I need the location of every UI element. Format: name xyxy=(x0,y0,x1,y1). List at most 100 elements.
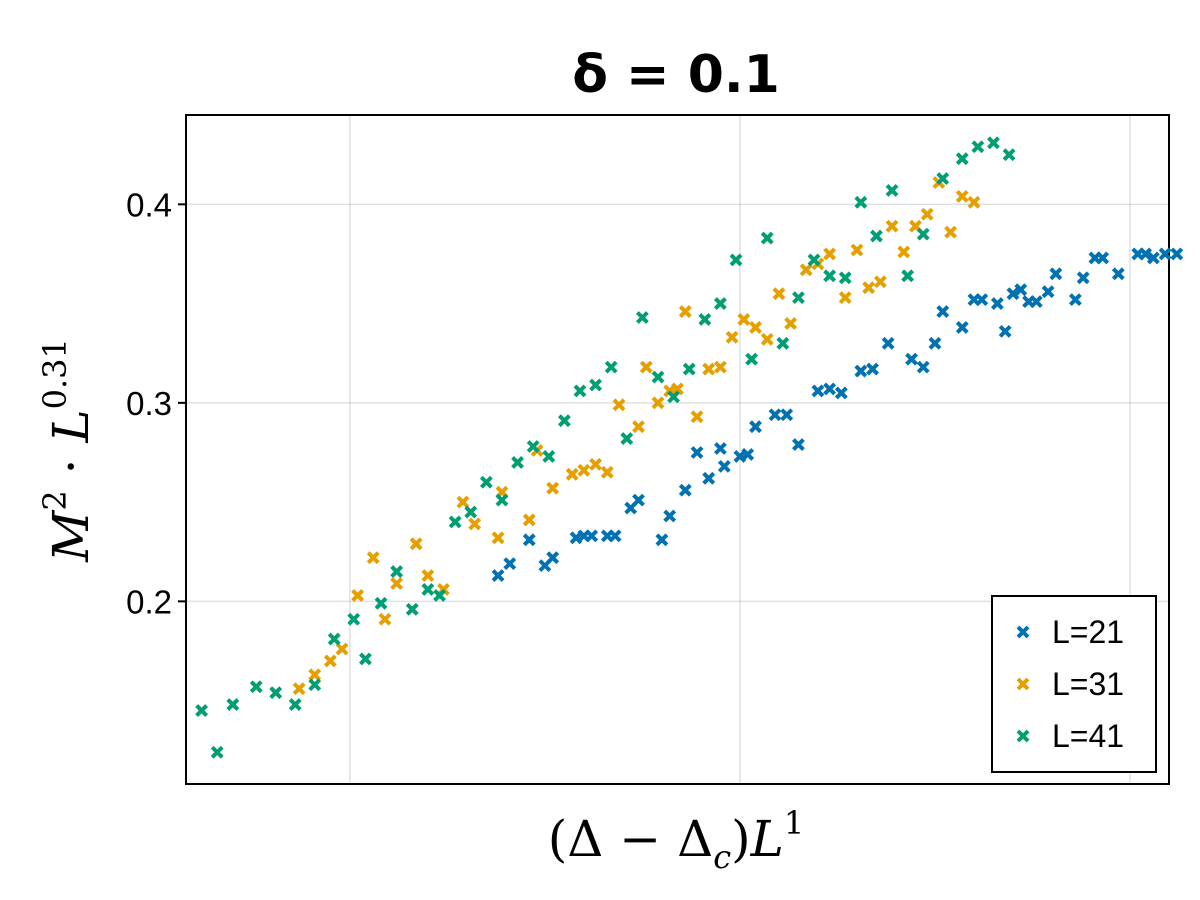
data-point xyxy=(834,386,848,400)
data-point xyxy=(713,442,727,455)
data-point xyxy=(522,533,536,547)
data-point xyxy=(495,493,509,507)
data-point xyxy=(421,583,435,596)
data-point xyxy=(975,293,989,307)
data-point xyxy=(870,229,883,243)
data-point xyxy=(667,390,681,404)
axis-ticks: 0.2 0.3 0.4 xyxy=(126,186,186,620)
data-point xyxy=(698,313,712,326)
data-point xyxy=(651,370,665,384)
legend: L=21 L=31 L=41 xyxy=(991,595,1157,773)
data-point xyxy=(725,330,739,344)
data-point xyxy=(542,450,556,463)
data-point xyxy=(1006,287,1020,301)
data-point xyxy=(768,408,782,422)
data-point xyxy=(600,465,614,479)
data-point xyxy=(1139,247,1153,261)
data-point xyxy=(971,140,985,154)
data-point xyxy=(916,360,930,374)
data-point xyxy=(292,682,306,696)
data-point xyxy=(390,565,404,579)
data-point xyxy=(604,360,618,374)
data-point xyxy=(573,384,587,398)
data-point xyxy=(772,287,786,301)
data-point xyxy=(589,457,602,471)
data-point xyxy=(327,632,341,646)
series-l-21 xyxy=(491,247,1184,582)
data-point xyxy=(682,362,696,376)
data-point xyxy=(468,517,482,531)
data-point xyxy=(799,263,813,277)
data-point xyxy=(955,320,969,334)
data-point xyxy=(955,152,969,166)
data-point xyxy=(780,408,794,422)
data-point xyxy=(464,505,478,519)
data-point xyxy=(776,336,790,350)
data-point xyxy=(702,362,716,376)
data-point xyxy=(854,195,868,209)
data-point xyxy=(690,410,704,424)
data-point xyxy=(522,513,536,527)
data-point xyxy=(347,612,361,626)
data-point xyxy=(1111,267,1125,281)
data-point xyxy=(511,455,524,469)
data-point xyxy=(335,642,349,656)
data-point xyxy=(792,291,805,305)
chart-title: δ = 0.1 xyxy=(572,45,780,105)
y-tick-label: 0.2 xyxy=(126,583,172,620)
legend-label: L=31 xyxy=(1052,666,1124,702)
data-point xyxy=(632,493,645,507)
data-point xyxy=(639,360,653,374)
data-point xyxy=(713,297,727,311)
data-point xyxy=(503,557,517,571)
x-axis-label: (Δ − Δc)L1 xyxy=(548,804,804,876)
data-point xyxy=(210,745,224,759)
data-point xyxy=(866,362,879,376)
legend-label: L=41 xyxy=(1052,718,1124,754)
data-point xyxy=(885,184,899,197)
data-point xyxy=(811,384,825,398)
data-point xyxy=(526,440,540,453)
data-point xyxy=(226,698,240,712)
data-point xyxy=(967,195,981,209)
data-point xyxy=(944,225,957,239)
data-point xyxy=(1041,285,1055,299)
y-tick-label: 0.3 xyxy=(126,385,172,422)
data-point xyxy=(823,247,837,261)
data-point xyxy=(749,320,762,334)
data-point xyxy=(308,668,322,682)
data-point xyxy=(897,245,911,259)
data-points xyxy=(195,136,1184,759)
data-point xyxy=(760,332,774,346)
y-tick-label: 0.4 xyxy=(126,186,172,223)
data-point xyxy=(1076,271,1090,285)
data-point xyxy=(998,324,1012,338)
data-point xyxy=(651,396,665,410)
data-point xyxy=(378,612,392,626)
data-point xyxy=(1146,251,1160,265)
data-point xyxy=(784,317,798,330)
data-point xyxy=(671,382,684,396)
data-point xyxy=(288,698,302,712)
data-point xyxy=(546,481,560,495)
data-point xyxy=(807,253,821,267)
data-point xyxy=(323,654,337,668)
data-point xyxy=(390,577,404,590)
data-point xyxy=(760,231,774,245)
data-point xyxy=(838,271,852,285)
data-point xyxy=(905,352,918,366)
data-point xyxy=(854,364,868,378)
series-l-41 xyxy=(195,136,1016,759)
legend-marker xyxy=(1016,625,1030,639)
series-l-31 xyxy=(292,176,981,696)
data-point xyxy=(479,475,493,489)
legend-marker xyxy=(1016,677,1030,691)
data-point xyxy=(308,678,322,692)
data-point xyxy=(635,311,649,324)
data-point xyxy=(421,569,435,582)
y-axis-label: M2 · L0.31 xyxy=(36,338,100,563)
data-point xyxy=(862,281,876,295)
data-point xyxy=(987,136,1000,150)
data-point xyxy=(663,509,677,523)
